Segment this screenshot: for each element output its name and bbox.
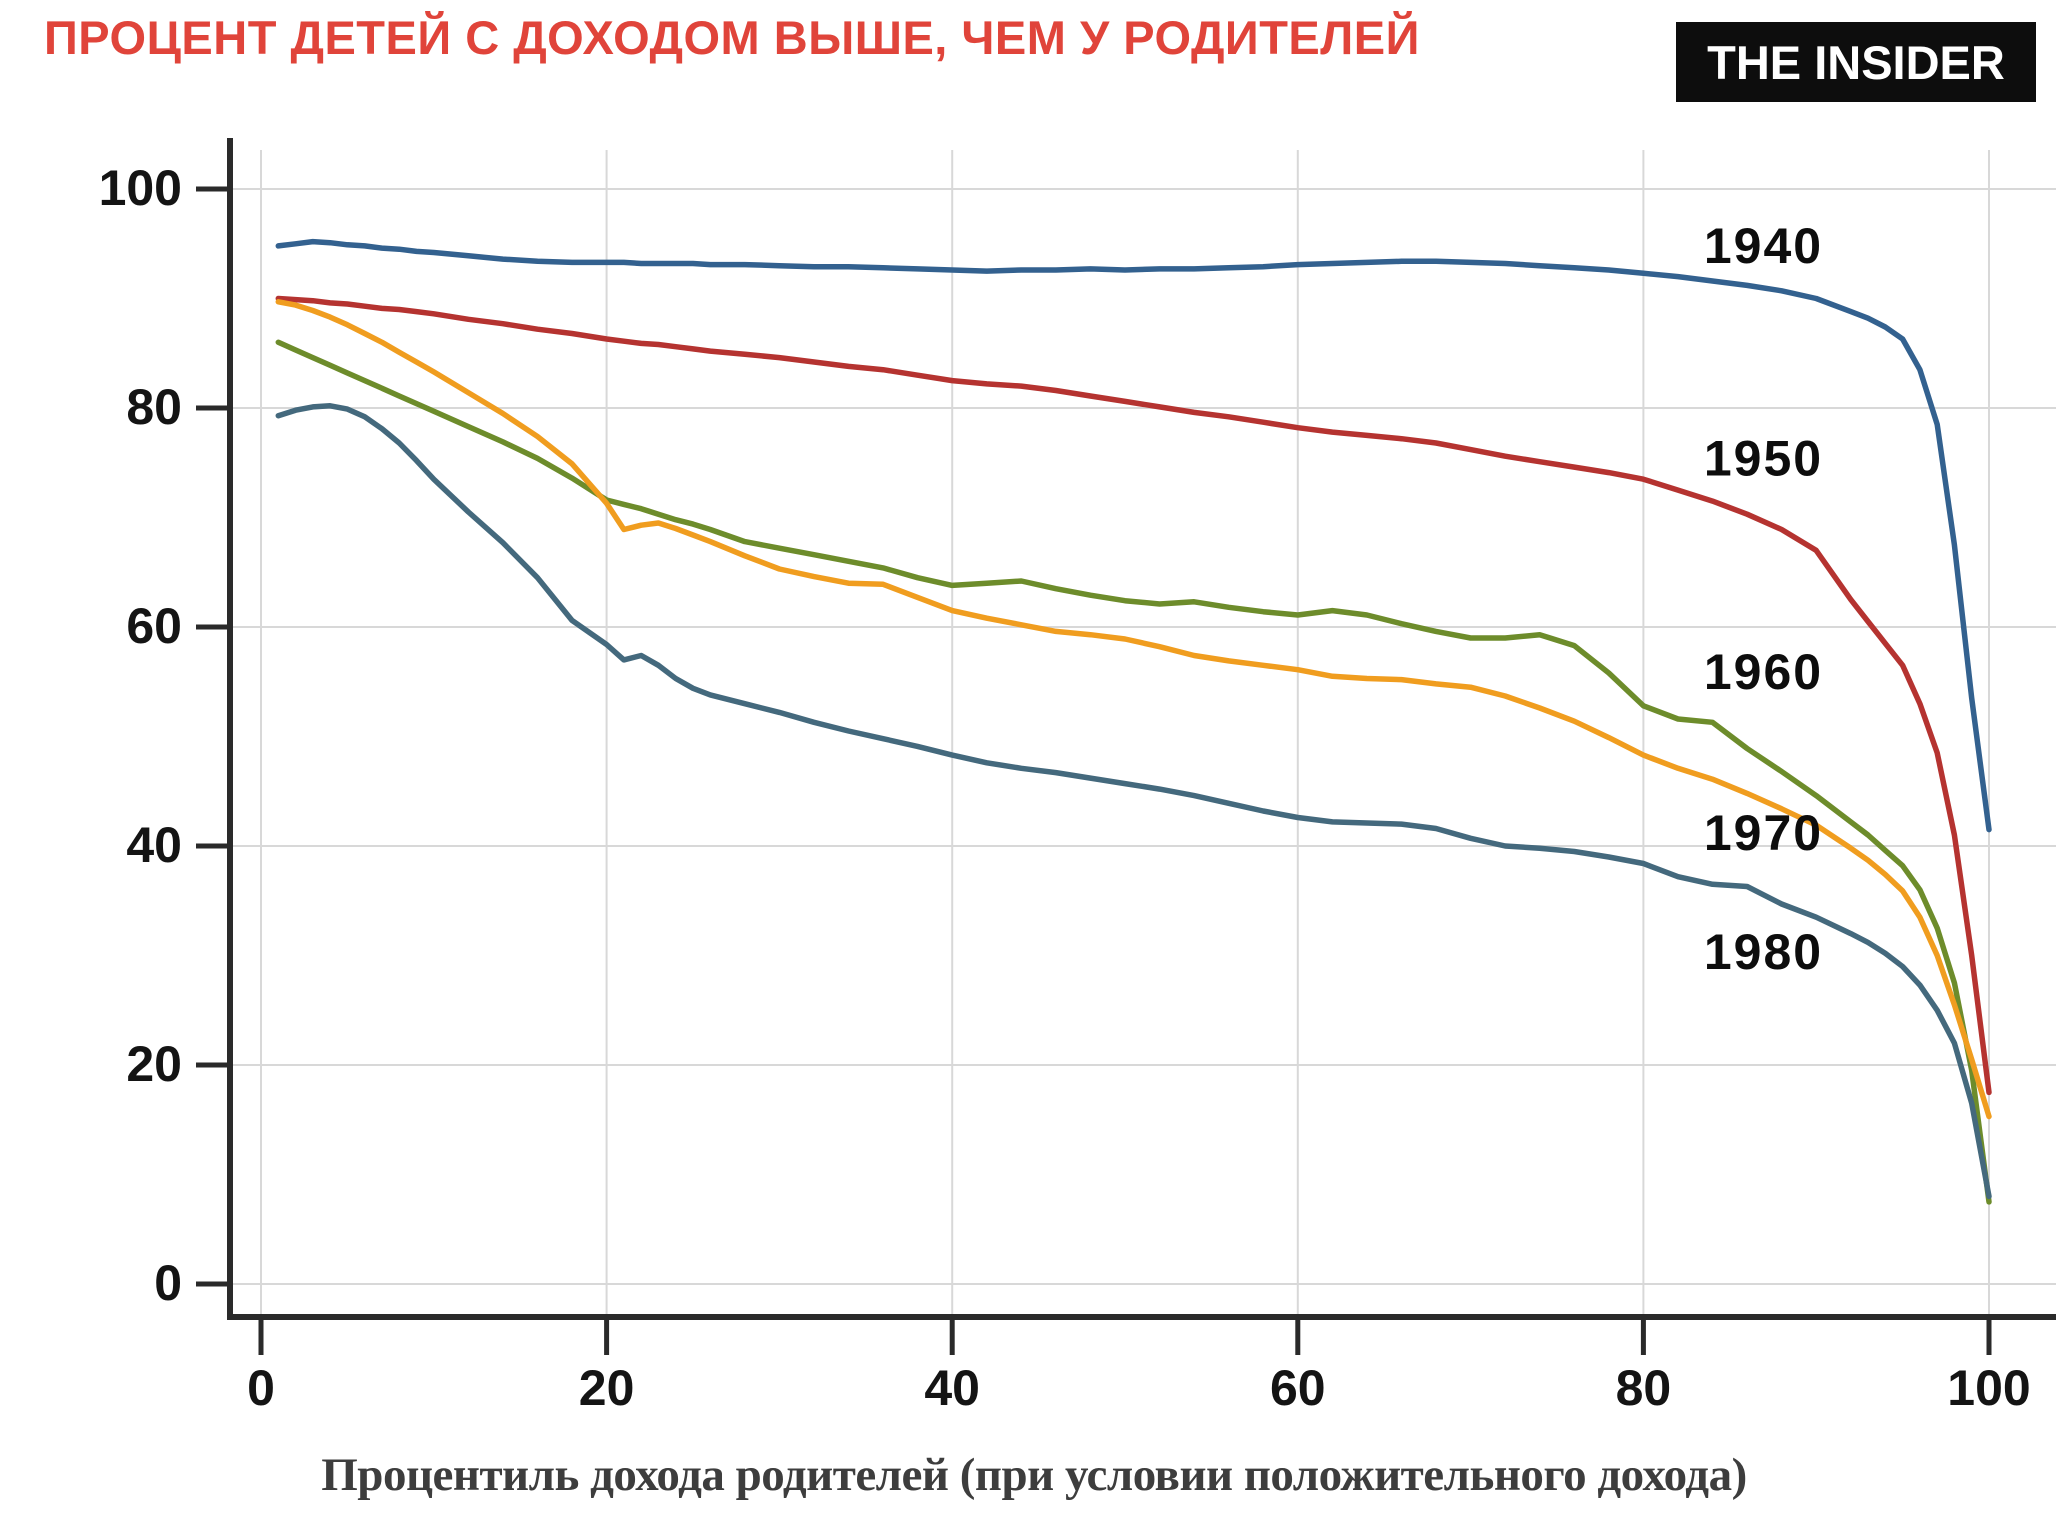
- y-tick-label-0: 0: [154, 1255, 182, 1311]
- y-tick-label-20: 20: [126, 1036, 182, 1092]
- x-tick-label-100: 100: [1947, 1360, 2030, 1416]
- brand-logo: THE INSIDER: [1676, 22, 2036, 102]
- series-label-1940: 1940: [1704, 218, 1823, 274]
- series-line-1960: [275, 339, 1992, 1205]
- y-tick-label-40: 40: [126, 817, 182, 873]
- x-tick-label-40: 40: [924, 1360, 980, 1416]
- brand-logo-text: THE INSIDER: [1707, 35, 2005, 89]
- x-tick-label-60: 60: [1270, 1360, 1326, 1416]
- y-tick-label-60: 60: [126, 598, 182, 654]
- y-tick-label-100: 100: [99, 160, 182, 216]
- x-tick-label-80: 80: [1616, 1360, 1672, 1416]
- x-tick-label-0: 0: [247, 1360, 275, 1416]
- series-label-1970: 1970: [1704, 805, 1823, 861]
- series-line-1950: [275, 295, 1992, 1096]
- series-label-1960: 1960: [1704, 644, 1823, 700]
- y-tick-label-80: 80: [126, 379, 182, 435]
- series-line-1940: [275, 238, 1992, 833]
- series-line-1970: [275, 299, 1992, 1120]
- series-label-1980: 1980: [1704, 924, 1823, 980]
- series-line-1980: [275, 403, 1992, 1200]
- page-title: ПРОЦЕНТ ДЕТЕЙ С ДОХОДОМ ВЫШЕ, ЧЕМ У РОДИ…: [44, 11, 1420, 64]
- series-label-1950: 1950: [1704, 430, 1823, 486]
- x-tick-label-20: 20: [579, 1360, 635, 1416]
- x-axis-title: Процентиль дохода родителей (при условии…: [321, 1449, 1747, 1501]
